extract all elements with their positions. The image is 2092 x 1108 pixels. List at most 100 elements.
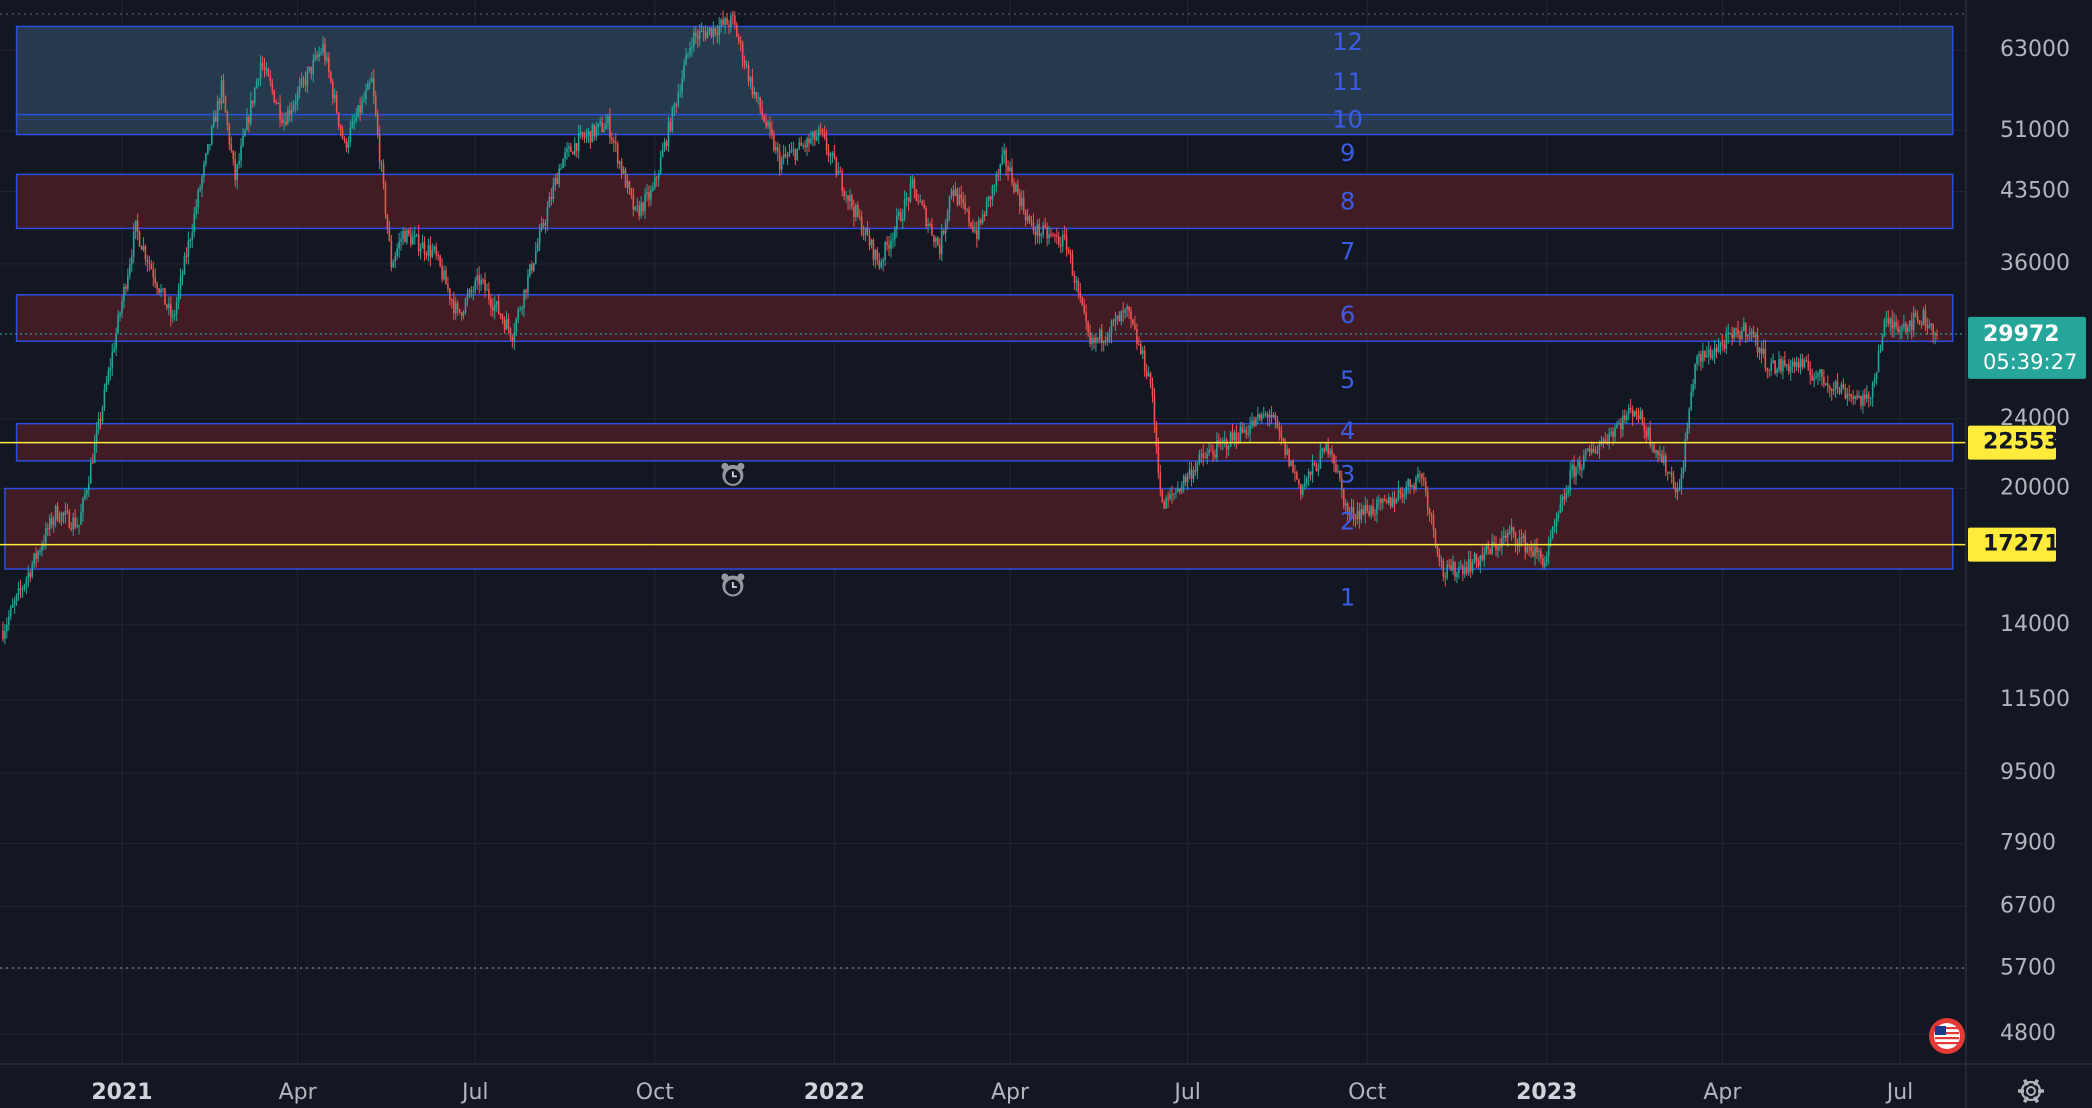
candle-body — [1883, 319, 1886, 337]
candle-body — [1719, 342, 1722, 347]
candle-body — [654, 177, 656, 189]
candle-body — [331, 81, 334, 99]
candle-body — [267, 68, 270, 77]
candle-body — [673, 104, 676, 108]
candle-body — [1364, 505, 1367, 515]
candle-body — [573, 143, 576, 155]
candle-body — [140, 246, 143, 250]
candle-body — [794, 149, 797, 160]
candle-body — [144, 246, 147, 260]
candle-body — [1657, 450, 1659, 456]
candle-body — [1485, 545, 1488, 553]
candle-body — [1026, 216, 1029, 221]
candle-body — [1352, 507, 1355, 519]
candle-body — [1547, 541, 1550, 557]
candle-body — [1540, 550, 1542, 559]
candle-body — [265, 68, 268, 70]
candle-body — [661, 150, 664, 158]
candle-body — [847, 195, 849, 201]
candle-body — [1399, 490, 1402, 493]
candle-body — [769, 122, 771, 130]
candle-body — [1321, 448, 1324, 451]
candle-body — [611, 137, 613, 141]
candle-body — [792, 149, 795, 151]
candle-body — [183, 255, 186, 275]
candle-body — [11, 604, 14, 608]
candle-body — [1832, 389, 1835, 392]
candle-body — [1614, 428, 1616, 437]
candle-body — [1846, 394, 1849, 399]
candle-body — [464, 299, 467, 313]
candle-body — [1050, 233, 1052, 235]
candle-body — [712, 27, 715, 37]
candle-body — [1216, 440, 1218, 458]
candle-body — [829, 154, 832, 157]
candle-body — [1253, 420, 1255, 426]
candle-body — [27, 572, 30, 580]
candle-body — [1141, 350, 1144, 354]
candle-body — [236, 164, 238, 181]
candle-body — [9, 607, 12, 617]
candle-body — [1231, 432, 1234, 441]
candle-body — [737, 36, 740, 42]
candle-body — [1821, 369, 1823, 377]
candle-body — [1298, 479, 1300, 484]
candle-body — [1391, 498, 1394, 507]
candle-body — [1756, 335, 1759, 353]
candle-body — [1079, 291, 1082, 298]
candle-body — [1120, 311, 1123, 322]
y-tick-label: 7900 — [2000, 831, 2056, 856]
candle-body — [1551, 527, 1554, 539]
candle-body — [171, 315, 174, 318]
candle-body — [421, 242, 424, 249]
candle-body — [1778, 359, 1780, 370]
candle-body — [888, 244, 890, 249]
candle-body — [466, 295, 469, 300]
candle-body — [1608, 433, 1610, 444]
candle-body — [540, 223, 543, 231]
candle-body — [1549, 538, 1552, 542]
candle-body — [1325, 444, 1327, 452]
candle-body — [1867, 394, 1870, 399]
candle-body — [312, 59, 315, 75]
candle-body — [1311, 462, 1314, 475]
candle-body — [1169, 493, 1171, 499]
candle-body — [1077, 280, 1080, 292]
candle-body — [287, 109, 289, 125]
zone-number-labels: 12 11 10 9 8 7 6 5 4 3 2 1 — [1332, 28, 1363, 612]
candle-body — [591, 124, 594, 143]
settings-gear-icon[interactable] — [2018, 1078, 2044, 1104]
candle-body — [429, 245, 432, 257]
candle-body — [1268, 414, 1271, 418]
candle-body — [1762, 348, 1765, 354]
candle-body — [52, 519, 55, 526]
candle-body — [408, 229, 410, 235]
candle-body — [1395, 499, 1398, 504]
candle-body — [142, 246, 145, 250]
candle-body — [1760, 347, 1763, 354]
candle-body — [976, 230, 978, 239]
candle-body — [903, 198, 906, 219]
candle-body — [109, 367, 112, 371]
y-tick-label: 6700 — [2000, 894, 2056, 919]
candle-body — [1018, 192, 1021, 207]
candle-body — [618, 161, 621, 164]
candle-body — [1705, 354, 1708, 358]
candle-body — [1746, 334, 1749, 337]
candle-body — [1737, 329, 1739, 336]
candle-body — [751, 77, 754, 95]
candle-body — [1545, 556, 1548, 563]
candle-body — [64, 510, 67, 515]
candle-body — [1567, 490, 1570, 494]
candle-body — [1151, 383, 1154, 396]
candle-body — [1212, 451, 1214, 455]
candle-body — [6, 624, 8, 632]
candle-body — [199, 188, 201, 191]
candle-body — [566, 148, 568, 153]
candle-body — [1487, 545, 1489, 550]
candle-body — [497, 301, 500, 314]
candle-body — [1032, 222, 1035, 232]
candle-body — [1501, 537, 1503, 548]
zone-number-label: 12 — [1332, 28, 1363, 56]
